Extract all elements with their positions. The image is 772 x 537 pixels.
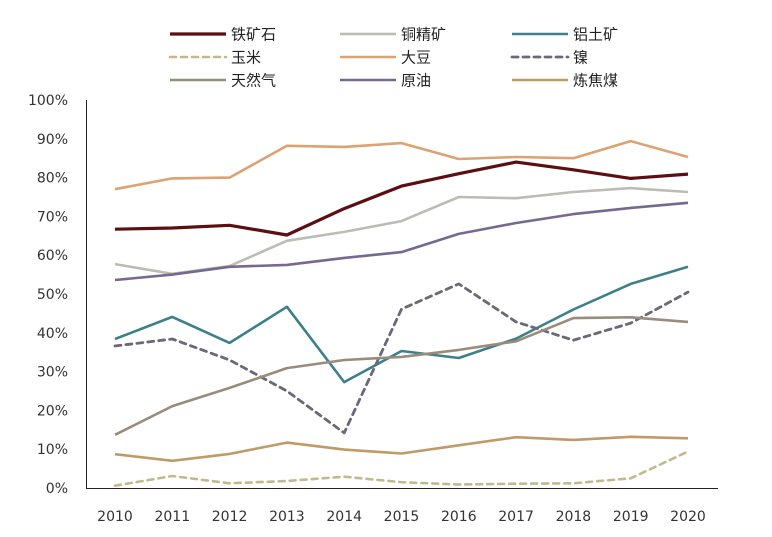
- x-tick-label: 2018: [556, 509, 592, 525]
- legend-label: 镍: [573, 49, 588, 67]
- legend-item: 大豆: [340, 49, 431, 67]
- x-tick-label: 2016: [441, 509, 477, 525]
- legend-label: 炼焦煤: [573, 72, 618, 90]
- y-axis-ticks: 0% 10% 20% 30% 40% 50% 60% 70% 80% 90% 100%: [28, 93, 68, 497]
- y-tick-label: 0%: [46, 481, 68, 497]
- x-tick-label: 2010: [97, 509, 133, 525]
- legend-label: 大豆: [401, 49, 431, 67]
- x-axis-ticks: 2010 2011 2012 2013 2014 2015 2016 2017 2018 2019…: [97, 509, 706, 525]
- series-line-3: [113, 450, 690, 488]
- y-tick-label: 70%: [37, 209, 68, 225]
- legend-label: 铜精矿: [401, 26, 446, 44]
- legend-label: 天然气: [231, 72, 276, 90]
- legend-item: 玉米: [168, 49, 261, 67]
- series-line-0: [114, 160, 689, 237]
- x-tick-label: 2011: [154, 509, 190, 525]
- legend-item: 铁矿石: [170, 26, 276, 44]
- legend-label: 铝土矿: [573, 26, 618, 44]
- legend-label: 原油: [401, 72, 431, 90]
- x-tick-label: 2014: [326, 509, 362, 525]
- y-tick-label: 40%: [37, 326, 68, 342]
- x-tick-label: 2013: [269, 509, 305, 525]
- x-tick-label: 2015: [384, 509, 420, 525]
- series-line-8: [114, 435, 689, 463]
- series-line-6: [114, 315, 689, 436]
- series-line-2: [114, 265, 689, 384]
- legend-item: 原油: [340, 72, 431, 90]
- y-tick-label: 20%: [37, 403, 68, 419]
- y-tick-label: 50%: [37, 287, 68, 303]
- y-tick-label: 80%: [37, 171, 68, 187]
- y-tick-label: 30%: [37, 365, 68, 381]
- y-tick-label: 90%: [37, 132, 68, 148]
- y-tick-label: 10%: [37, 442, 68, 458]
- legend-item: 炼焦煤: [512, 72, 618, 90]
- x-tick-label: 2020: [670, 509, 706, 525]
- legend-item: 铝土矿: [512, 26, 618, 44]
- legend-item: 铜精矿: [340, 26, 446, 44]
- series-lines: [113, 139, 690, 488]
- x-tick-label: 2019: [613, 509, 649, 525]
- x-tick-label: 2012: [212, 509, 248, 525]
- legend-item: 天然气: [170, 72, 276, 90]
- legend-item: 镍: [510, 49, 588, 67]
- y-tick-label: 60%: [37, 248, 68, 264]
- y-tick-label: 100%: [28, 93, 68, 109]
- series-line-1: [114, 186, 689, 276]
- x-tick-label: 2017: [498, 509, 534, 525]
- series-line-7: [114, 201, 689, 282]
- series-line-5: [113, 282, 690, 435]
- legend-label: 铁矿石: [231, 26, 276, 44]
- series-line-4: [114, 139, 689, 191]
- legend-label: 玉米: [231, 49, 261, 67]
